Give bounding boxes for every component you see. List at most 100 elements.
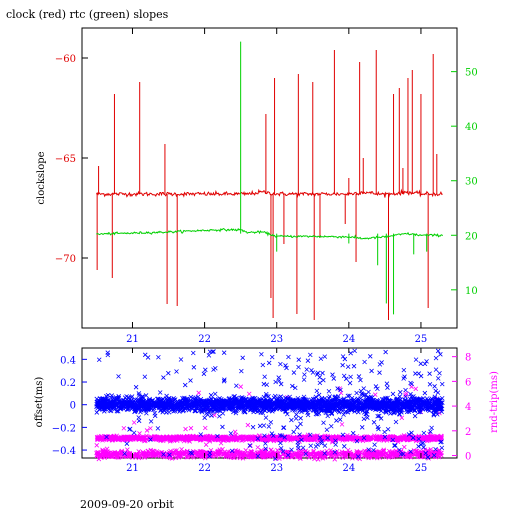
- scatter-point: [416, 409, 422, 415]
- scatter-point: [382, 402, 387, 407]
- scatter-point: [261, 394, 267, 400]
- scatter-point: [287, 403, 293, 409]
- scatter-point: [94, 452, 100, 457]
- scatter-point: [409, 406, 415, 412]
- scatter-point: [116, 455, 121, 461]
- scatter-point: [429, 396, 434, 401]
- scatter-point: [157, 402, 163, 407]
- scatter-point: [188, 425, 194, 431]
- scatter-point: [432, 454, 438, 459]
- scatter-point: [183, 426, 188, 432]
- scatter-point: [282, 435, 288, 440]
- scatter-point: [418, 442, 424, 447]
- scatter-point: [269, 354, 275, 360]
- scatter-point: [381, 448, 387, 454]
- scatter-point: [351, 363, 357, 369]
- scatter-point: [118, 401, 124, 407]
- scatter-point: [163, 403, 168, 408]
- scatter-point: [435, 412, 440, 417]
- scatter-point: [376, 405, 382, 411]
- scatter-point: [119, 437, 125, 442]
- scatter-point: [119, 450, 125, 456]
- scatter-point: [284, 365, 289, 371]
- scatter-point: [434, 400, 440, 406]
- scatter-point: [362, 410, 367, 415]
- scatter-point: [159, 450, 165, 455]
- scatter-point: [116, 374, 121, 379]
- scatter-point: [294, 412, 299, 417]
- scatter-point: [112, 402, 117, 407]
- scatter-point: [131, 436, 137, 441]
- scatter-point: [437, 410, 442, 416]
- scatter-point: [311, 436, 316, 441]
- scatter-point: [358, 400, 363, 406]
- scatter-point: [149, 450, 155, 455]
- scatter-point: [275, 447, 280, 453]
- scatter-point: [428, 447, 434, 452]
- scatter-point: [291, 370, 297, 375]
- scatter-point: [262, 398, 267, 404]
- scatter-point: [328, 423, 334, 429]
- scatter-point: [421, 435, 426, 441]
- scatter-point: [399, 415, 405, 421]
- top-left-tick-label: −60: [55, 54, 76, 65]
- scatter-point: [122, 451, 127, 456]
- scatter-point: [174, 434, 179, 439]
- scatter-point: [96, 400, 101, 405]
- scatter-point: [290, 399, 296, 404]
- scatter-point: [299, 409, 304, 415]
- scatter-point: [319, 441, 324, 446]
- scatter-point: [148, 419, 154, 424]
- scatter-point: [308, 450, 313, 456]
- scatter-point: [239, 368, 244, 374]
- scatter-point: [180, 451, 186, 457]
- scatter-point: [413, 357, 419, 362]
- scatter-point: [126, 435, 132, 441]
- scatter-point: [156, 397, 161, 403]
- scatter-point: [405, 403, 411, 408]
- scatter-point: [340, 432, 346, 438]
- scatter-point: [308, 401, 314, 406]
- scatter-point: [375, 413, 380, 419]
- scatter-point: [239, 401, 244, 406]
- scatter-point: [218, 440, 224, 446]
- scatter-point: [131, 430, 137, 436]
- scatter-point: [136, 393, 142, 398]
- top-y-axis-label: clockslope: [36, 151, 47, 204]
- scatter-point: [366, 437, 371, 443]
- scatter-point: [186, 405, 191, 411]
- scatter-point: [257, 396, 262, 402]
- scatter-point: [413, 386, 419, 392]
- scatter-point: [403, 387, 408, 393]
- scatter-point: [280, 449, 286, 454]
- scatter-point: [312, 456, 317, 462]
- scatter-point: [345, 409, 350, 415]
- scatter-point: [121, 398, 126, 403]
- scatter-point: [201, 371, 207, 377]
- scatter-point: [142, 374, 148, 380]
- scatter-point: [252, 451, 258, 457]
- scatter-point: [283, 363, 288, 368]
- scatter-point: [239, 402, 244, 408]
- scatter-point: [310, 403, 316, 409]
- scatter-point: [259, 450, 265, 455]
- scatter-point: [194, 405, 200, 411]
- scatter-point: [385, 426, 391, 432]
- scatter-point: [369, 368, 374, 374]
- scatter-point: [270, 408, 275, 414]
- scatter-point: [309, 367, 314, 373]
- scatter-point: [384, 381, 390, 386]
- scatter-point: [208, 408, 213, 414]
- scatter-point: [386, 397, 392, 403]
- scatter-point: [321, 420, 326, 426]
- scatter-point: [361, 416, 367, 422]
- scatter-point: [260, 454, 266, 460]
- bottom-x-tick-label: 25: [415, 463, 428, 474]
- scatter-point: [202, 425, 208, 431]
- scatter-point: [121, 425, 127, 431]
- scatter-point: [176, 449, 182, 455]
- scatter-point: [99, 435, 105, 441]
- scatter-point: [171, 402, 177, 407]
- scatter-point: [325, 413, 330, 419]
- scatter-point: [437, 370, 442, 376]
